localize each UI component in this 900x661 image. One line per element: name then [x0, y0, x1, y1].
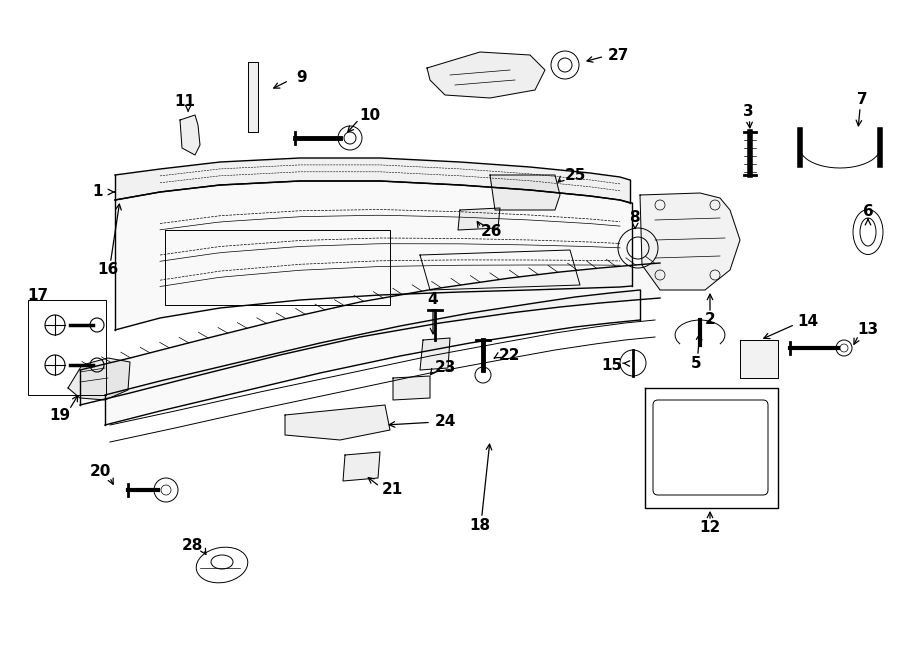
- Text: 3: 3: [742, 104, 753, 120]
- Text: 26: 26: [482, 225, 503, 239]
- Text: 11: 11: [175, 95, 195, 110]
- Polygon shape: [420, 338, 450, 370]
- Text: 24: 24: [435, 414, 455, 430]
- Polygon shape: [248, 62, 258, 132]
- Text: 18: 18: [470, 518, 490, 533]
- Text: 14: 14: [797, 315, 819, 329]
- Text: 21: 21: [382, 483, 402, 498]
- Polygon shape: [343, 452, 380, 481]
- Text: 19: 19: [50, 407, 70, 422]
- Text: 5: 5: [690, 356, 701, 371]
- Polygon shape: [427, 52, 545, 98]
- Text: 28: 28: [181, 537, 202, 553]
- Text: 25: 25: [564, 167, 586, 182]
- Text: 8: 8: [629, 210, 639, 225]
- Text: 23: 23: [435, 360, 455, 375]
- Polygon shape: [740, 340, 778, 378]
- Polygon shape: [490, 175, 560, 210]
- Text: 2: 2: [705, 313, 716, 327]
- Text: 4: 4: [428, 293, 438, 307]
- Text: 13: 13: [858, 323, 878, 338]
- Text: 1: 1: [93, 184, 104, 200]
- Text: 27: 27: [608, 48, 629, 63]
- Bar: [28, 300, 106, 395]
- Text: 15: 15: [601, 358, 623, 373]
- Text: 22: 22: [500, 348, 521, 362]
- Text: 7: 7: [857, 93, 868, 108]
- Polygon shape: [393, 376, 430, 400]
- Text: 17: 17: [27, 288, 49, 303]
- Text: 12: 12: [699, 520, 721, 535]
- Polygon shape: [458, 208, 500, 230]
- Text: 20: 20: [89, 465, 111, 479]
- Text: 10: 10: [359, 108, 381, 122]
- Polygon shape: [68, 358, 130, 400]
- Text: 6: 6: [862, 204, 873, 219]
- Polygon shape: [180, 115, 200, 155]
- Text: 9: 9: [297, 71, 307, 85]
- Polygon shape: [285, 405, 390, 440]
- Text: 16: 16: [97, 262, 119, 278]
- Polygon shape: [640, 193, 740, 290]
